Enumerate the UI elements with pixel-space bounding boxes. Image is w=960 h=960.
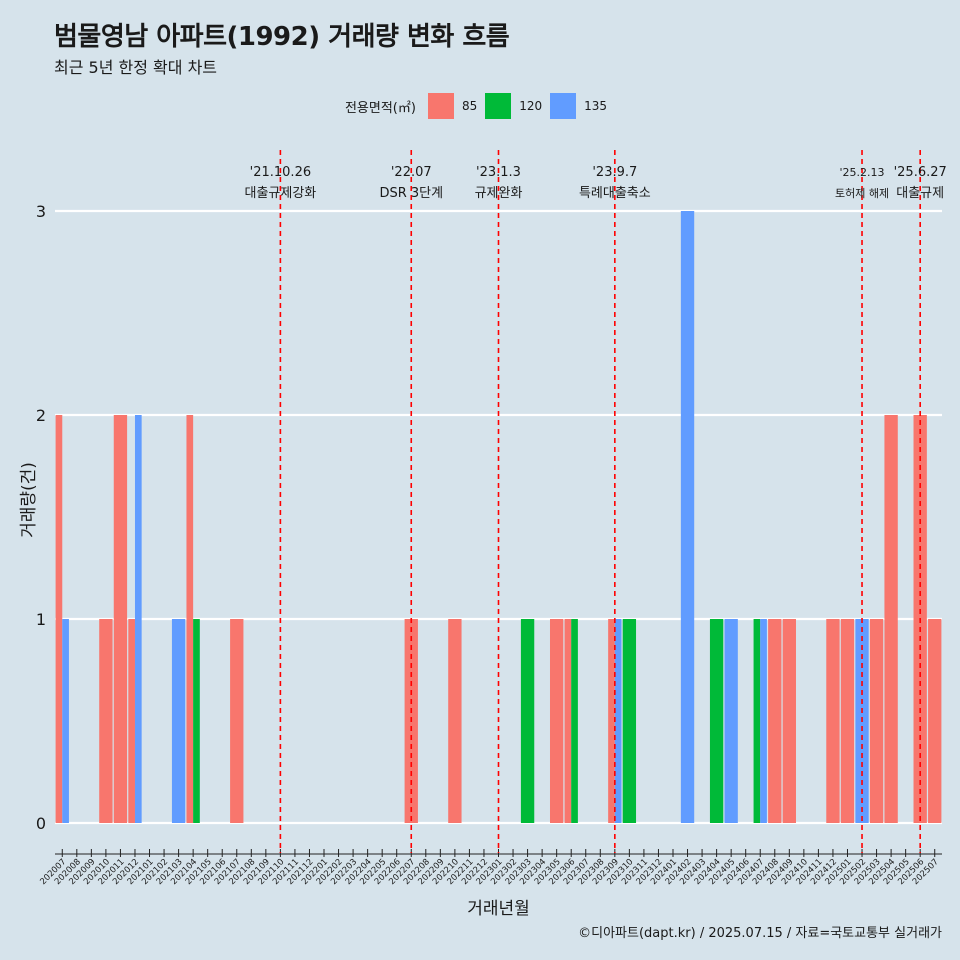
bar-85-202507 [928, 619, 942, 823]
y-axis-title: 거래량(건) [19, 462, 39, 538]
bar-120-202303 [520, 619, 535, 823]
y-tick-label: 1 [36, 610, 46, 629]
event-date-label: '21.10.26 [250, 165, 311, 180]
bar-135-202007 [62, 619, 69, 823]
bar-135-202309 [614, 619, 622, 823]
bar-135-202103 [171, 619, 186, 823]
bar-85-202408 [768, 619, 782, 823]
y-tick-label: 0 [36, 814, 46, 833]
legend-swatch-135 [550, 93, 577, 119]
bar-120-202407 [753, 619, 761, 823]
bar-135-202405 [724, 619, 738, 823]
legend-swatch-85 [427, 93, 454, 119]
bar-135-202407 [760, 619, 767, 823]
event-text-label: 특례대출축소 [579, 186, 651, 201]
bar-85-202305 [549, 619, 564, 823]
chart-title: 범물영남 아파트(1992) 거래량 변화 흐름 [54, 22, 510, 52]
chart-subtitle: 최근 5년 한정 확대 차트 [54, 58, 218, 77]
event-date-label: '25.2.13 [840, 166, 885, 179]
legend-label-135: 135 [584, 99, 608, 113]
legend-label-120: 120 [519, 99, 543, 113]
event-text-label: 토허제 해제 [835, 186, 889, 200]
bar-135-202402 [680, 211, 695, 823]
bar-85-202007 [55, 415, 63, 823]
bar-85-202011 [113, 415, 128, 823]
bar-120-202306 [571, 619, 578, 823]
event-date-label: '23.9.7 [592, 165, 637, 180]
event-date-label: '25.6.27 [894, 165, 947, 180]
bar-85-202503 [869, 619, 884, 823]
legend: 전용면적(㎡) 85 120 135 [0, 93, 960, 119]
bar-135-202012 [134, 415, 142, 823]
bar-85-202309 [608, 619, 615, 823]
y-tick-label: 3 [36, 202, 46, 221]
legend-title: 전용면적(㎡) [344, 100, 416, 116]
x-axis-title: 거래년월 [467, 899, 530, 919]
bar-85-202010 [99, 619, 113, 823]
bar-85-202501 [840, 619, 855, 823]
event-text-label: 규제완화 [475, 186, 523, 201]
legend-item-85: 85 [427, 93, 478, 119]
legend-item-135: 135 [550, 93, 607, 119]
bar-85-202504 [884, 415, 898, 823]
bar-85-202012 [128, 619, 135, 823]
bar-85-202412 [826, 619, 840, 823]
bar-85-202104 [186, 415, 194, 823]
event-date-label: '22.07 [391, 165, 432, 180]
legend-item-120: 120 [485, 93, 542, 119]
bar-85-202107 [230, 619, 244, 823]
bar-85-202306 [564, 619, 572, 823]
legend-label-85: 85 [461, 99, 478, 113]
event-text-label: DSR 3단계 [379, 186, 443, 201]
bar-85-202409 [782, 619, 796, 823]
y-tick-label: 2 [36, 406, 46, 425]
event-date-label: '23.1.3 [476, 165, 521, 180]
event-text-label: 대출규제 [896, 186, 944, 201]
legend-swatch-120 [485, 93, 512, 119]
bar-120-202310 [622, 619, 637, 823]
event-text-label: 대출규제강화 [245, 186, 317, 201]
bar-85-202210 [448, 619, 462, 823]
source-caption: ©디아파트(dapt.kr) / 2025.07.15 / 자료=국토교통부 실… [578, 926, 942, 941]
bar-120-202104 [193, 619, 200, 823]
bar-120-202404 [709, 619, 724, 823]
